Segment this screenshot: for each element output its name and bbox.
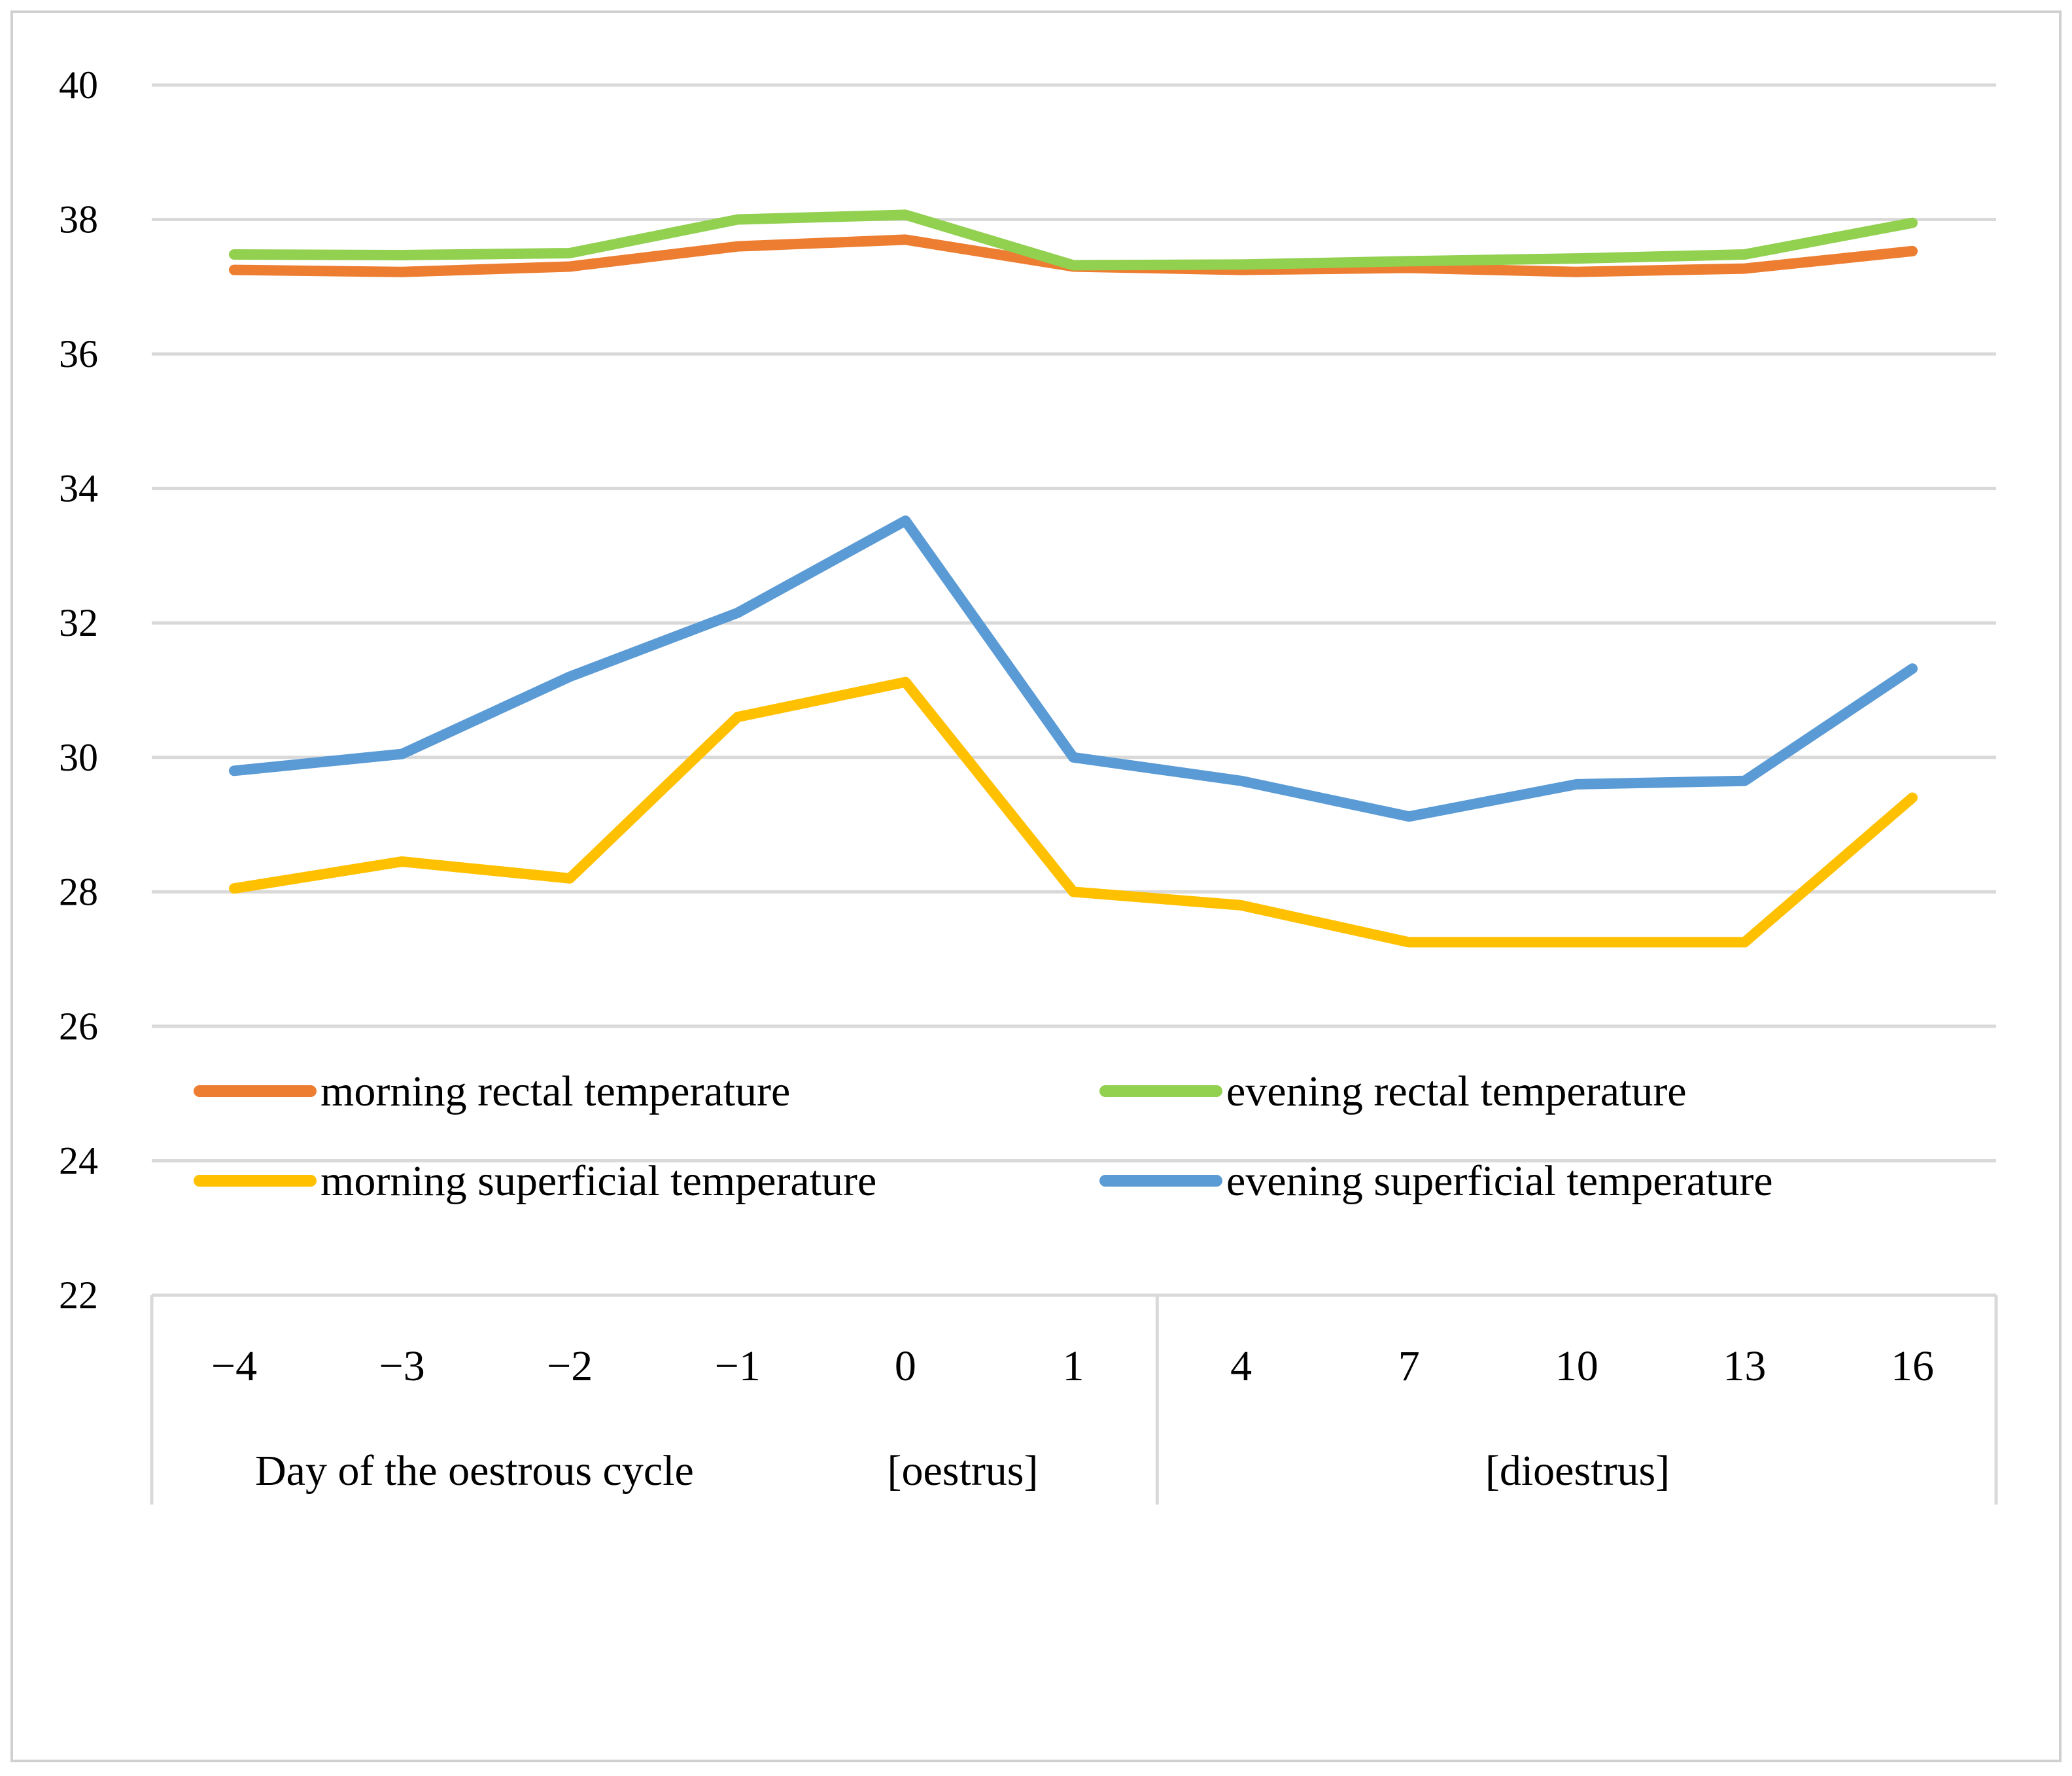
- series-line-3: [229, 515, 1918, 822]
- x-tick-label: 7: [1398, 1342, 1420, 1390]
- legend-label: evening rectal temperature: [1226, 1068, 1687, 1115]
- series-line-1: [229, 209, 1918, 271]
- y-tick-label: 38: [59, 198, 98, 241]
- x-tick-label: −3: [379, 1342, 424, 1390]
- y-tick-label: 28: [59, 870, 98, 913]
- legend-label: morning rectal temperature: [320, 1068, 790, 1115]
- y-axis-ticks: 22 24 26 28 30 32 34 36 38 40: [59, 63, 98, 1317]
- x-tick-label: 10: [1555, 1342, 1598, 1390]
- x-tick-label: 13: [1723, 1342, 1766, 1390]
- category-axis: −4 −3 −2 −1 0 1 4 7 10 13 16 Day of the oestrous cy…: [150, 1293, 1998, 1505]
- x-tick-label: −4: [211, 1342, 257, 1390]
- x-tick-label: 16: [1891, 1342, 1934, 1390]
- series-line-2: [229, 676, 1918, 948]
- legend: morning rectal temperature evening rectal…: [194, 1068, 1773, 1205]
- y-tick-label: 36: [59, 332, 98, 375]
- x-tick-label: −2: [547, 1342, 593, 1390]
- gridlines: [152, 83, 1996, 1162]
- y-tick-label: 30: [59, 736, 98, 779]
- x-tick-label: 4: [1230, 1342, 1252, 1390]
- x-tick-label: 1: [1063, 1342, 1084, 1390]
- x-tick-label: −1: [715, 1342, 761, 1390]
- x-tick-label: 0: [895, 1342, 916, 1390]
- y-tick-label: 40: [59, 63, 98, 107]
- x-axis-title: Day of the oestrous cycle: [255, 1447, 694, 1495]
- phase-label-oestrus: [oestrus]: [888, 1447, 1039, 1495]
- y-tick-label: 22: [59, 1274, 98, 1317]
- y-tick-label: 26: [59, 1005, 98, 1048]
- y-tick-label: 34: [59, 467, 98, 510]
- chart-border: [10, 10, 2062, 1762]
- y-tick-label: 32: [59, 601, 98, 644]
- legend-label: morning superficial temperature: [320, 1157, 876, 1205]
- y-tick-label: 24: [59, 1139, 98, 1182]
- phase-label-dioestrus: [dioestrus]: [1485, 1447, 1670, 1495]
- legend-label: evening superficial temperature: [1226, 1157, 1773, 1205]
- series-lines: [229, 209, 1918, 948]
